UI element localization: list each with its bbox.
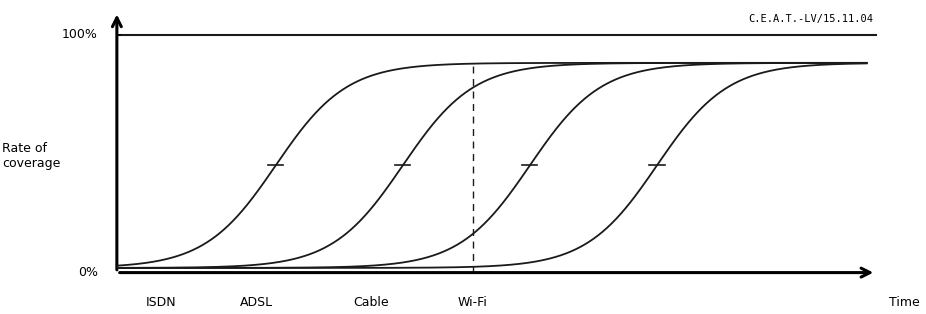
Text: 100%: 100% — [62, 28, 98, 41]
Text: Rate of
coverage: Rate of coverage — [2, 142, 60, 170]
Text: Time: Time — [889, 296, 920, 309]
Text: Cable: Cable — [353, 296, 389, 309]
Text: 0%: 0% — [78, 266, 98, 279]
Text: ADSL: ADSL — [240, 296, 273, 309]
Text: C.E.A.T.-LV/15.11.04: C.E.A.T.-LV/15.11.04 — [748, 14, 873, 24]
Text: ISDN: ISDN — [146, 296, 177, 309]
Text: Wi-Fi: Wi-Fi — [457, 296, 488, 309]
